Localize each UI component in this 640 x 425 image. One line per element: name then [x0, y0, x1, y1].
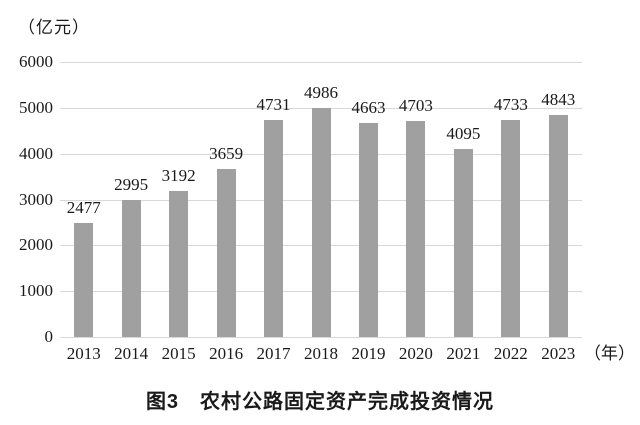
gridline-0: [60, 337, 582, 338]
bar-value-label-2018: 4986: [304, 83, 338, 103]
bar-value-label-2015: 3192: [161, 165, 196, 185]
y-tick-label-6000: 6000: [19, 52, 53, 71]
bar-value-label-2021: 4095: [446, 124, 481, 144]
x-tick-label-2020: 2020: [398, 344, 433, 363]
y-tick-label-4000: 4000: [19, 143, 53, 163]
bar-value-label-2013: 2477: [66, 198, 101, 218]
x-tick-label-2015: 2015: [161, 344, 196, 363]
bar-2016: [216, 169, 236, 337]
bar-2021: [453, 149, 473, 337]
bar-2020: [406, 121, 426, 337]
x-tick-label-2016: 2016: [209, 344, 244, 363]
x-tick-label-2019: 2019: [351, 344, 386, 363]
plot-area: 2477 2995 3192 3659 4731 4986 4663 4703 4095 4733…: [60, 62, 582, 338]
x-tick-label-2023: 2023: [541, 344, 576, 363]
bar-value-label-2023: 4843: [541, 90, 576, 110]
x-tick-label-2021: 2021: [446, 344, 481, 363]
gridline-5000: [60, 107, 582, 109]
bar-2022: [501, 120, 521, 337]
x-tick-label-2017: 2017: [256, 344, 291, 363]
bar-2013: [74, 223, 94, 337]
bar-value-label-2017: 4731: [256, 95, 291, 115]
y-tick-label-2000: 2000: [19, 235, 53, 255]
x-tick-label-2022: 2022: [493, 344, 528, 363]
x-tick-label-2018: 2018: [303, 344, 338, 363]
bar-value-label-2014: 2995: [114, 174, 149, 194]
x-axis-unit-label: （年）: [584, 344, 635, 363]
bar-2023: [548, 115, 568, 337]
bar-2018: [311, 108, 331, 337]
y-tick-label-3000: 3000: [19, 189, 53, 209]
bar-value-label-2016: 3659: [209, 144, 244, 164]
figure-caption: 图3 农村公路固定资产完成投资情况: [145, 391, 495, 413]
gridline-6000: [60, 62, 582, 63]
y-axis-unit-label: （亿元）: [18, 18, 90, 37]
bar-2015: [169, 190, 189, 337]
x-axis-labels: 2013 2014 2015 2016 2017 2018 2019 2020 2021 2022…: [60, 344, 582, 366]
bar-value-label-2020: 4703: [398, 96, 433, 116]
x-tick-label-2013: 2013: [66, 344, 101, 363]
x-tick-label-2014: 2014: [114, 344, 149, 363]
y-tick-label-0: 0: [44, 327, 54, 346]
bar-2017: [264, 120, 284, 337]
bar-2019: [358, 123, 378, 337]
bar-value-label-2019: 4663: [351, 98, 386, 118]
bar-value-label-2022: 4733: [493, 95, 528, 115]
y-axis-tick-labels: 0 1000 2000 3000 4000 5000 6000: [0, 0, 60, 425]
y-tick-label-1000: 1000: [19, 281, 53, 301]
y-tick-label-5000: 5000: [19, 97, 53, 117]
bar-2014: [121, 199, 141, 337]
